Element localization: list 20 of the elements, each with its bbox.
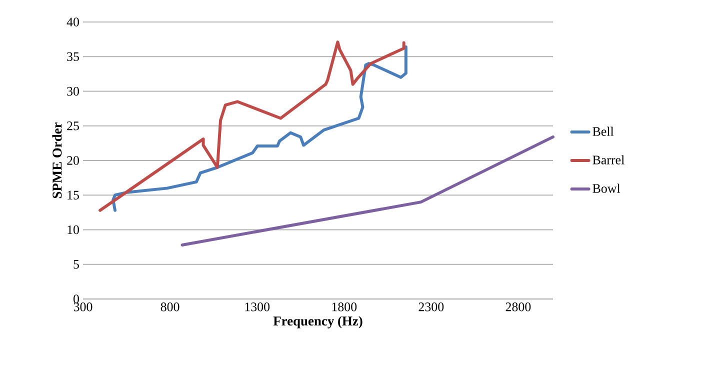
y-tick-label: 15 bbox=[68, 190, 79, 200]
y-axis-title: SPME Order bbox=[52, 122, 62, 198]
x-axis-title: Frequency (Hz) bbox=[273, 316, 362, 328]
x-tick-label: 1300 bbox=[245, 302, 270, 312]
legend-label: Bell bbox=[592, 126, 614, 136]
y-tick-label: 20 bbox=[67, 156, 79, 165]
y-tick-label: 35 bbox=[67, 52, 79, 61]
y-tick-label: 25 bbox=[67, 122, 79, 130]
x-tick-label: 800 bbox=[160, 302, 180, 312]
legend-label: Barrel bbox=[592, 155, 624, 164]
x-tick-label: 2300 bbox=[418, 302, 444, 312]
legend-label: Bowl bbox=[592, 184, 620, 193]
y-tick-label: 0 bbox=[74, 294, 79, 304]
y-tick-label: 5 bbox=[74, 260, 79, 269]
y-tick-label: 10 bbox=[68, 225, 79, 234]
y-tick-label: 30 bbox=[67, 86, 79, 96]
x-tick-label: 300 bbox=[74, 302, 92, 312]
x-tick-label: 1800 bbox=[332, 302, 357, 312]
y-tick-label: 40 bbox=[66, 18, 79, 26]
x-tick-label: 2800 bbox=[506, 302, 531, 312]
